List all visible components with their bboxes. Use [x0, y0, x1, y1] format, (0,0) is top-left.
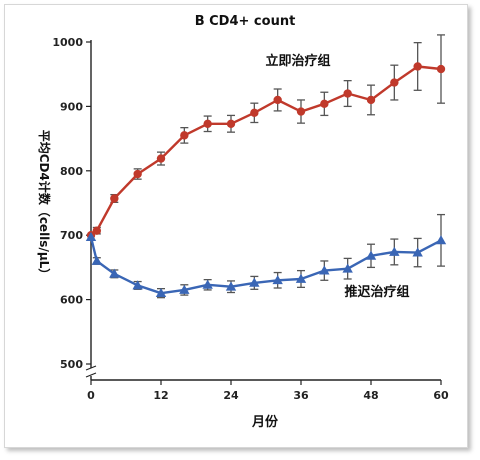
y-tick-label: 900 [60, 100, 83, 113]
data-point [226, 119, 236, 128]
data-point [295, 273, 307, 283]
data-point [203, 119, 212, 128]
data-point [390, 78, 399, 87]
data-point [366, 95, 376, 105]
series-layer [85, 34, 447, 299]
chart-title: B CD4+ count [195, 14, 296, 29]
data-point [250, 108, 259, 118]
y-axis-ticks: 500 600 700 800 900 1000 [52, 36, 91, 371]
data-point [91, 255, 103, 265]
figure-frame [4, 4, 468, 448]
data-point [389, 246, 400, 256]
data-point [132, 280, 143, 290]
data-point [156, 154, 166, 163]
data-point [109, 268, 120, 278]
data-point [412, 247, 423, 257]
x-tick-label: 60 [433, 389, 449, 402]
y-tick-label: 700 [60, 229, 83, 242]
data-point [202, 279, 213, 289]
data-point [342, 263, 353, 273]
series-label-deferred: 推迟治疗组 [344, 284, 409, 300]
series-deferred [85, 213, 447, 299]
data-point [273, 95, 282, 105]
y-tick-label: 600 [60, 294, 83, 307]
x-axis-ticks: 0 12 24 36 48 60 [87, 380, 449, 402]
axes [85, 40, 441, 381]
data-point [110, 194, 119, 203]
data-point [249, 277, 260, 287]
y-tick-label: 1000 [52, 36, 83, 49]
data-point [272, 275, 283, 285]
data-point [225, 281, 237, 291]
data-point [180, 131, 189, 140]
x-tick-label: 36 [293, 389, 309, 402]
series-label-immediate: 立即治疗组 [265, 53, 330, 69]
data-point [320, 99, 329, 109]
x-tick-label: 24 [223, 389, 239, 402]
data-point [92, 226, 102, 235]
axis-break-mark [85, 372, 97, 378]
x-tick-label: 0 [87, 389, 95, 402]
y-axis-label: 平均CD4计数（cells/μL） [37, 130, 52, 281]
series-line [90, 65, 442, 237]
series-immediate [86, 34, 446, 240]
data-point [85, 231, 97, 242]
data-point [343, 89, 352, 98]
axis-break-mark [85, 365, 97, 371]
y-tick-label: 800 [60, 165, 83, 178]
data-point [319, 265, 330, 275]
data-point [413, 62, 422, 71]
data-point [179, 284, 190, 294]
data-point [365, 250, 377, 260]
data-point [296, 107, 306, 116]
data-point [435, 235, 447, 245]
y-tick-label: 500 [60, 358, 83, 371]
x-tick-label: 12 [153, 389, 168, 402]
x-tick-label: 48 [363, 389, 378, 402]
data-point [155, 287, 167, 298]
x-axis-label: 月份 [251, 414, 279, 430]
data-point [133, 169, 142, 179]
data-point [436, 64, 446, 74]
